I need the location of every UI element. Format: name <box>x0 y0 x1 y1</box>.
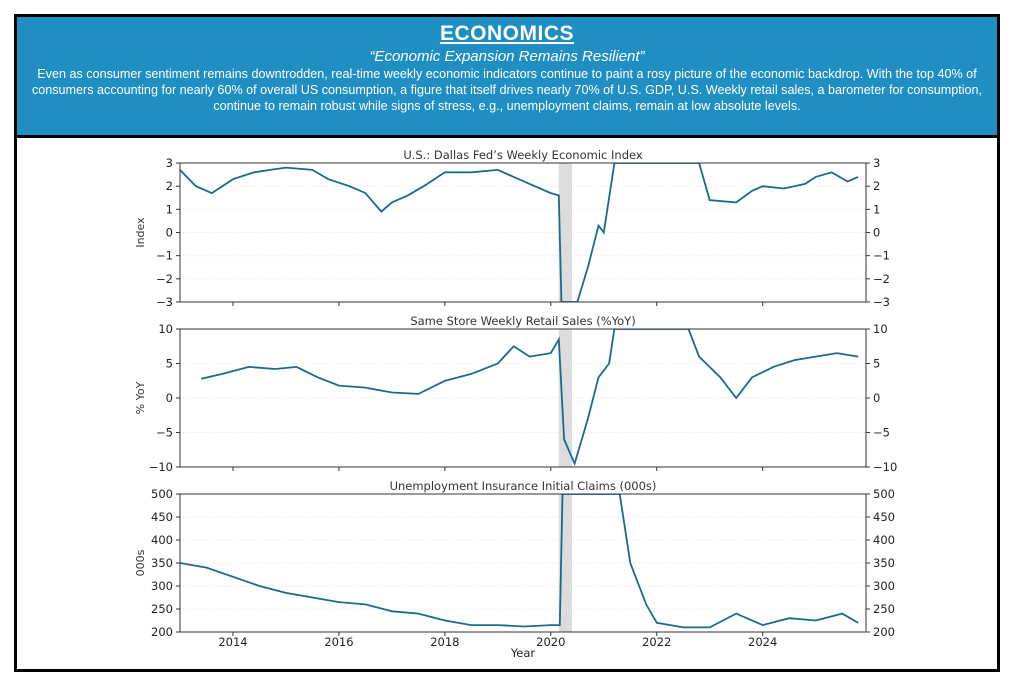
y-tick-label: 350 <box>151 556 173 570</box>
y-tick-label: −2 <box>156 272 173 286</box>
chart-panel-0: U.S.: Dallas Fed’s Weekly Economic Index… <box>134 148 890 309</box>
y-tick-label-right: 0 <box>873 226 880 240</box>
section-title: ECONOMICS <box>439 22 574 45</box>
recession-shading <box>558 329 572 467</box>
y-tick-label: 250 <box>151 602 173 616</box>
section-subtitle: “Economic Expansion Remains Resilient” <box>369 48 645 65</box>
y-tick-label: 1 <box>166 202 173 216</box>
y-tick-label: 3 <box>166 156 173 170</box>
y-tick-label: 5 <box>166 357 173 371</box>
section-body: Even as consumer sentiment remains downt… <box>31 67 983 113</box>
report-frame: ECONOMICS “Economic Expansion Remains Re… <box>14 14 1000 672</box>
x-tick-label: 2014 <box>218 635 247 649</box>
y-tick-label: 300 <box>151 579 173 593</box>
y-tick-label-right: 250 <box>873 602 895 616</box>
series-line <box>180 494 859 629</box>
y-tick-label-right: 500 <box>873 487 895 501</box>
y-tick-label: 500 <box>151 487 173 501</box>
y-tick-label-right: 1 <box>873 202 880 216</box>
x-axis-label: Year <box>510 646 536 660</box>
y-tick-label: −3 <box>156 295 173 309</box>
y-tick-label-right: 3 <box>873 156 880 170</box>
y-axis-label: 000s <box>134 549 147 576</box>
y-tick-label: −5 <box>156 426 173 440</box>
plot-frame <box>179 162 867 303</box>
chart-title: Same Store Weekly Retail Sales (%YoY) <box>410 314 635 328</box>
plot-frame <box>179 328 867 468</box>
y-tick-label: −10 <box>149 460 173 474</box>
plot-frame <box>179 493 867 633</box>
y-tick-label-right: −3 <box>873 295 890 309</box>
y-tick-label-right: 400 <box>873 533 895 547</box>
series-line <box>180 163 859 302</box>
y-tick-label-right: −1 <box>873 249 890 263</box>
series-line <box>201 329 859 467</box>
y-tick-label-right: 10 <box>873 322 888 336</box>
y-tick-label-right: 450 <box>873 510 895 524</box>
x-tick-label: 2020 <box>536 635 565 649</box>
y-tick-label-right: 5 <box>873 357 880 371</box>
y-tick-label-right: 350 <box>873 556 895 570</box>
y-axis-label: Index <box>134 217 147 248</box>
y-tick-label: 0 <box>166 226 173 240</box>
y-tick-label-right: 2 <box>873 179 880 193</box>
y-tick-label-right: 300 <box>873 579 895 593</box>
x-tick-label: 2022 <box>642 635 671 649</box>
chart-panel-1: Same Store Weekly Retail Sales (%YoY) −10… <box>134 314 897 474</box>
y-axis-label: % YoY <box>134 381 147 414</box>
chart-title: Unemployment Insurance Initial Claims (0… <box>390 479 657 493</box>
x-tick-label: 2024 <box>748 635 777 649</box>
y-tick-label-right: 0 <box>873 391 880 405</box>
y-tick-label: −1 <box>156 249 173 263</box>
x-tick-label: 2018 <box>430 635 459 649</box>
y-tick-label: 450 <box>151 510 173 524</box>
y-tick-label: 10 <box>158 322 173 336</box>
x-tick-label: 2016 <box>324 635 353 649</box>
header-banner: ECONOMICS “Economic Expansion Remains Re… <box>17 17 997 138</box>
y-tick-label: 2 <box>166 179 173 193</box>
recession-shading <box>558 163 572 302</box>
chart-panel-2: Unemployment Insurance Initial Claims (0… <box>134 479 895 660</box>
y-tick-label-right: −10 <box>873 460 897 474</box>
y-tick-label: 200 <box>151 625 173 639</box>
y-tick-label: 0 <box>166 391 173 405</box>
chart-title: U.S.: Dallas Fed’s Weekly Economic Index <box>403 148 643 162</box>
y-tick-label: 400 <box>151 533 173 547</box>
y-tick-label-right: 200 <box>873 625 895 639</box>
y-tick-label-right: −2 <box>873 272 890 286</box>
y-tick-label-right: −5 <box>873 426 890 440</box>
